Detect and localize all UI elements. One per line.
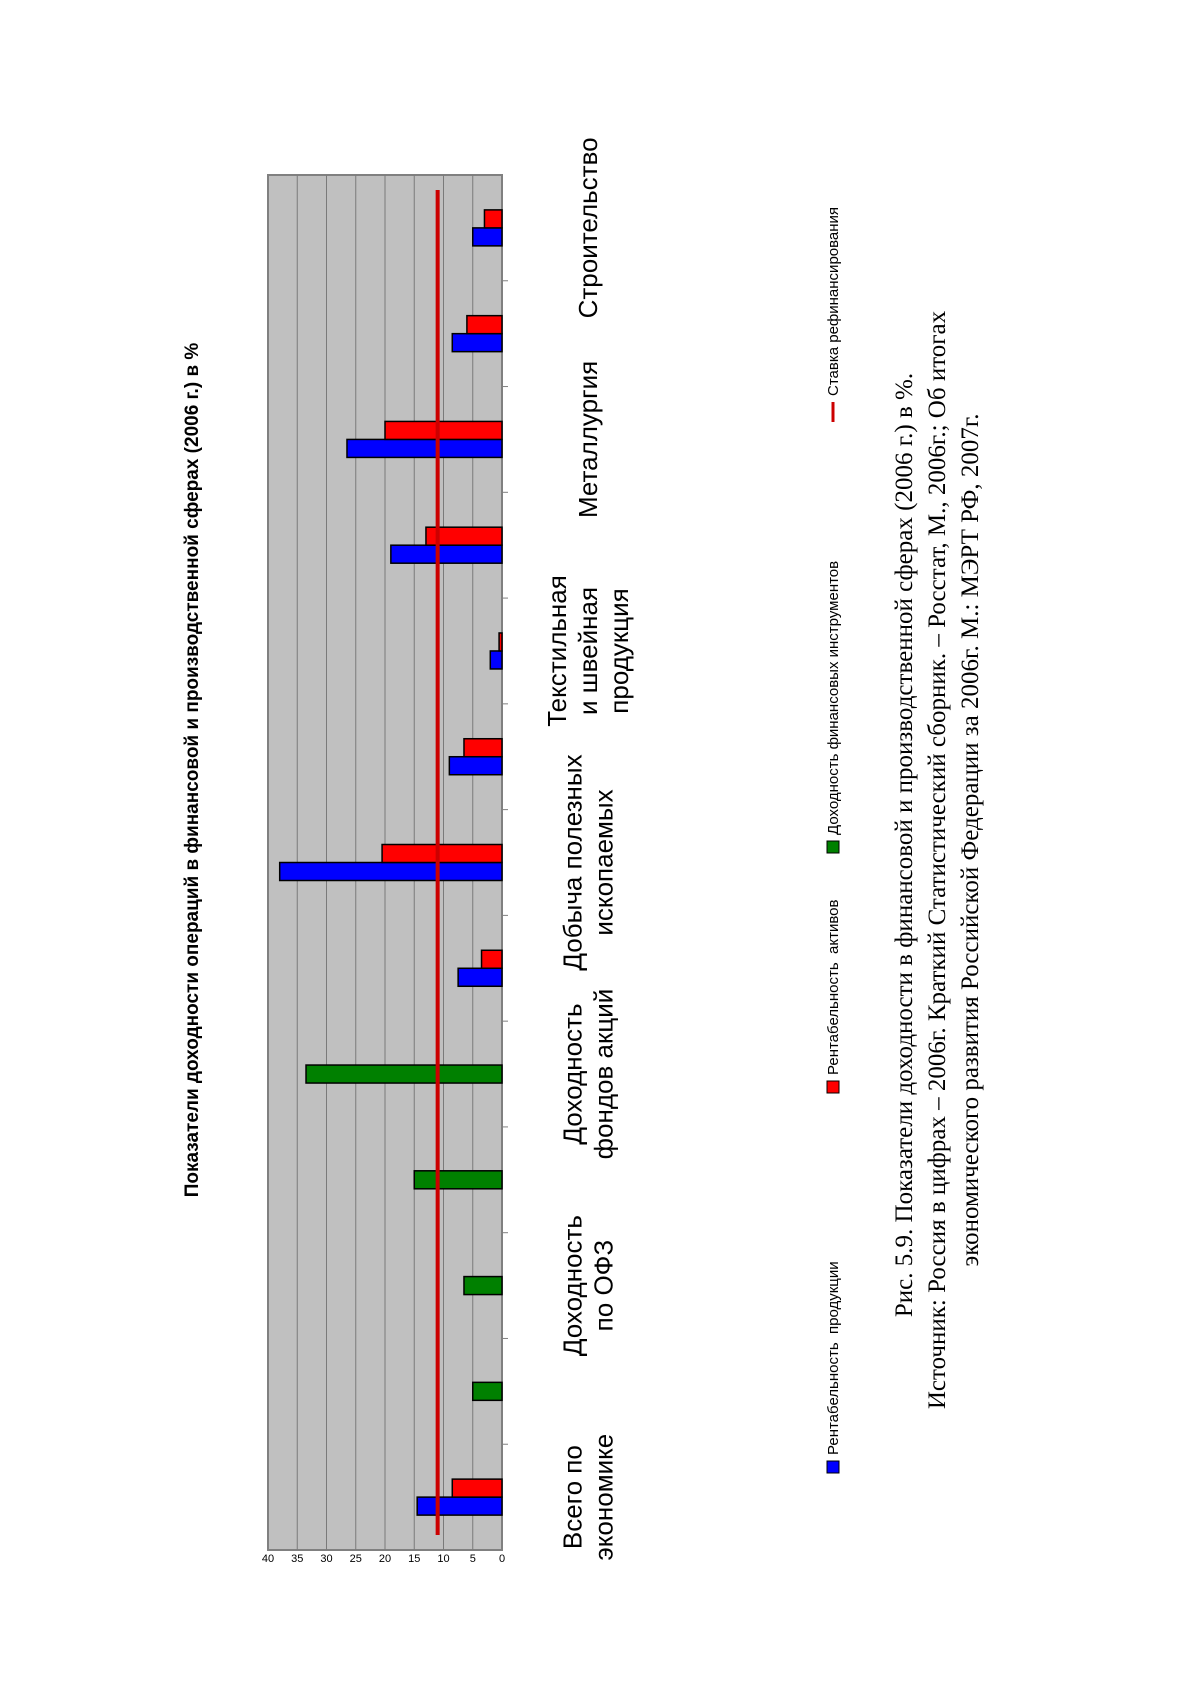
bar-financial bbox=[414, 1171, 502, 1189]
category-label: Всего по bbox=[558, 1445, 588, 1549]
bar-financial bbox=[473, 1382, 502, 1400]
y-tick-label-group: 35 bbox=[291, 1553, 303, 1565]
category-label: Строительство bbox=[573, 137, 603, 318]
category-label: Текстильная bbox=[542, 575, 572, 727]
y-tick-label: 0 bbox=[499, 1553, 505, 1565]
y-tick-label-group: 5 bbox=[470, 1553, 476, 1565]
category-label: продукция bbox=[604, 588, 634, 713]
bar-product bbox=[490, 651, 502, 669]
legend-label-financial: Доходность финансовых инструментов bbox=[825, 561, 842, 835]
bar-financial bbox=[306, 1065, 502, 1083]
caption-line-2: Источник: Россия в цифрах – 2006г. Кратк… bbox=[924, 310, 951, 1409]
y-tick-label-group: 10 bbox=[437, 1553, 449, 1565]
bar-product bbox=[452, 334, 502, 352]
y-tick-label: 5 bbox=[470, 1553, 476, 1565]
bar-assets bbox=[385, 421, 502, 439]
category-label: ископаемых bbox=[589, 789, 619, 935]
y-tick-label-group: 20 bbox=[379, 1553, 391, 1565]
y-tick-label-group: 30 bbox=[320, 1553, 332, 1565]
category-label: экономике bbox=[589, 1434, 619, 1561]
value-axis: 40 35 30 25 20 15 10 5 0 bbox=[262, 1553, 505, 1565]
bar-assets bbox=[382, 845, 502, 863]
y-tick-label-group: 15 bbox=[408, 1553, 420, 1565]
bar-assets bbox=[452, 1479, 502, 1497]
legend-swatch-product bbox=[827, 1461, 839, 1473]
y-tick-label-group: 40 bbox=[262, 1553, 274, 1565]
legend-swatch-assets bbox=[827, 1081, 839, 1093]
chart-title: Показатели доходности операций в финансо… bbox=[182, 343, 203, 1198]
category-label: Добыча полезных bbox=[558, 754, 588, 970]
y-tick-label-group: 25 bbox=[350, 1553, 362, 1565]
y-tick-label: 10 bbox=[437, 1553, 449, 1565]
category-label: по ОФЗ bbox=[589, 1240, 619, 1331]
bar-financial bbox=[464, 1277, 502, 1295]
bar-product bbox=[347, 439, 502, 457]
bar-assets bbox=[464, 739, 502, 757]
bar-assets bbox=[499, 633, 502, 651]
bar-product bbox=[280, 863, 502, 881]
category-labels: Всего поэкономикеДоходностьпо ОФЗДоходно… bbox=[542, 137, 634, 1560]
category-label: фондов акций bbox=[589, 989, 619, 1160]
legend-swatch-financial bbox=[827, 841, 839, 853]
bar-product bbox=[449, 757, 502, 775]
y-tick-label-group: 0 bbox=[499, 1553, 505, 1565]
bar-product bbox=[458, 968, 502, 986]
legend-label-refinancing: Ставка рефинансирования bbox=[825, 207, 842, 396]
category-label: Металлургия bbox=[573, 361, 603, 518]
caption-line-3: экономического развития Российской Федер… bbox=[957, 413, 984, 1266]
category-label: Доходность bbox=[558, 1215, 588, 1356]
bar-assets bbox=[482, 950, 502, 968]
caption-line-1: Рис. 5.9. Показатели доходности в финанс… bbox=[891, 373, 918, 1317]
bar-product bbox=[473, 228, 502, 246]
category-label: и швейная bbox=[573, 587, 603, 715]
y-tick-label: 35 bbox=[291, 1553, 303, 1565]
legend: Рентабельность продукции Рентабельность … bbox=[825, 207, 842, 1473]
bar-product bbox=[391, 545, 502, 563]
legend-label-assets: Рентабельность активов bbox=[825, 900, 842, 1075]
y-tick-label: 30 bbox=[320, 1553, 332, 1565]
y-tick-label: 40 bbox=[262, 1553, 274, 1565]
bar-assets bbox=[467, 316, 502, 334]
legend-label-product: Рентабельность продукции bbox=[825, 1261, 842, 1455]
bar-product bbox=[417, 1497, 502, 1515]
y-tick-label: 20 bbox=[379, 1553, 391, 1565]
y-tick-label: 15 bbox=[408, 1553, 420, 1565]
bar-assets bbox=[484, 210, 502, 228]
category-label: Доходность bbox=[558, 1003, 588, 1144]
y-tick-label: 25 bbox=[350, 1553, 362, 1565]
